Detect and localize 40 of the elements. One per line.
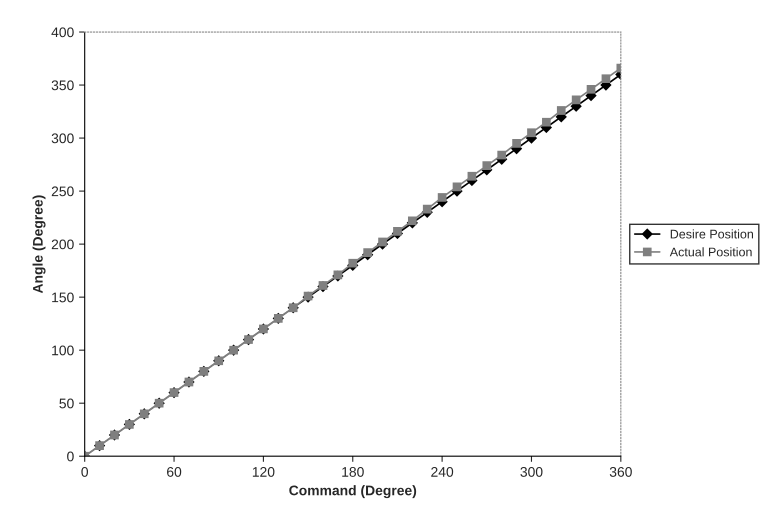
point: [586, 84, 596, 94]
y-tick-label: 300: [52, 133, 74, 144]
y-tick-label: 350: [52, 80, 74, 90]
point: [527, 128, 536, 138]
point: [438, 193, 446, 202]
point: [572, 96, 580, 104]
point: [363, 248, 372, 257]
y-tick-label: 150: [52, 292, 74, 302]
point: [468, 172, 476, 181]
legend-label: Actual Position: [670, 247, 752, 256]
x-axis-title: Command (Degree): [289, 485, 416, 498]
point: [408, 216, 417, 226]
y-tick-label: 400: [51, 27, 74, 38]
y-tick-label: 100: [52, 346, 74, 356]
point: [378, 238, 387, 246]
legend-label: Desire Position: [670, 229, 754, 239]
x-tick-label: 300: [520, 467, 543, 477]
point: [422, 204, 432, 214]
x-tick-label: 0: [81, 467, 88, 477]
point: [602, 74, 610, 84]
y-tick-label: 50: [59, 398, 74, 408]
x-tick-label: 120: [252, 467, 274, 477]
y-axis-title: Angle (Degree): [32, 195, 46, 294]
point: [512, 139, 521, 148]
point: [497, 150, 506, 160]
point: [318, 281, 328, 290]
x-tick-label: 240: [431, 467, 454, 477]
point: [482, 161, 492, 170]
y-tick-label: 0: [67, 452, 74, 462]
point: [348, 258, 358, 268]
y-tick-label: 200: [52, 239, 74, 250]
point: [556, 106, 566, 115]
point: [393, 227, 402, 236]
point: [542, 118, 551, 127]
point: [452, 182, 462, 192]
y-tick-label: 250: [52, 186, 74, 196]
x-tick-label: 360: [610, 467, 632, 477]
x-tick-label: 60: [167, 467, 182, 477]
x-tick-label: 180: [342, 467, 364, 477]
point: [304, 292, 312, 300]
